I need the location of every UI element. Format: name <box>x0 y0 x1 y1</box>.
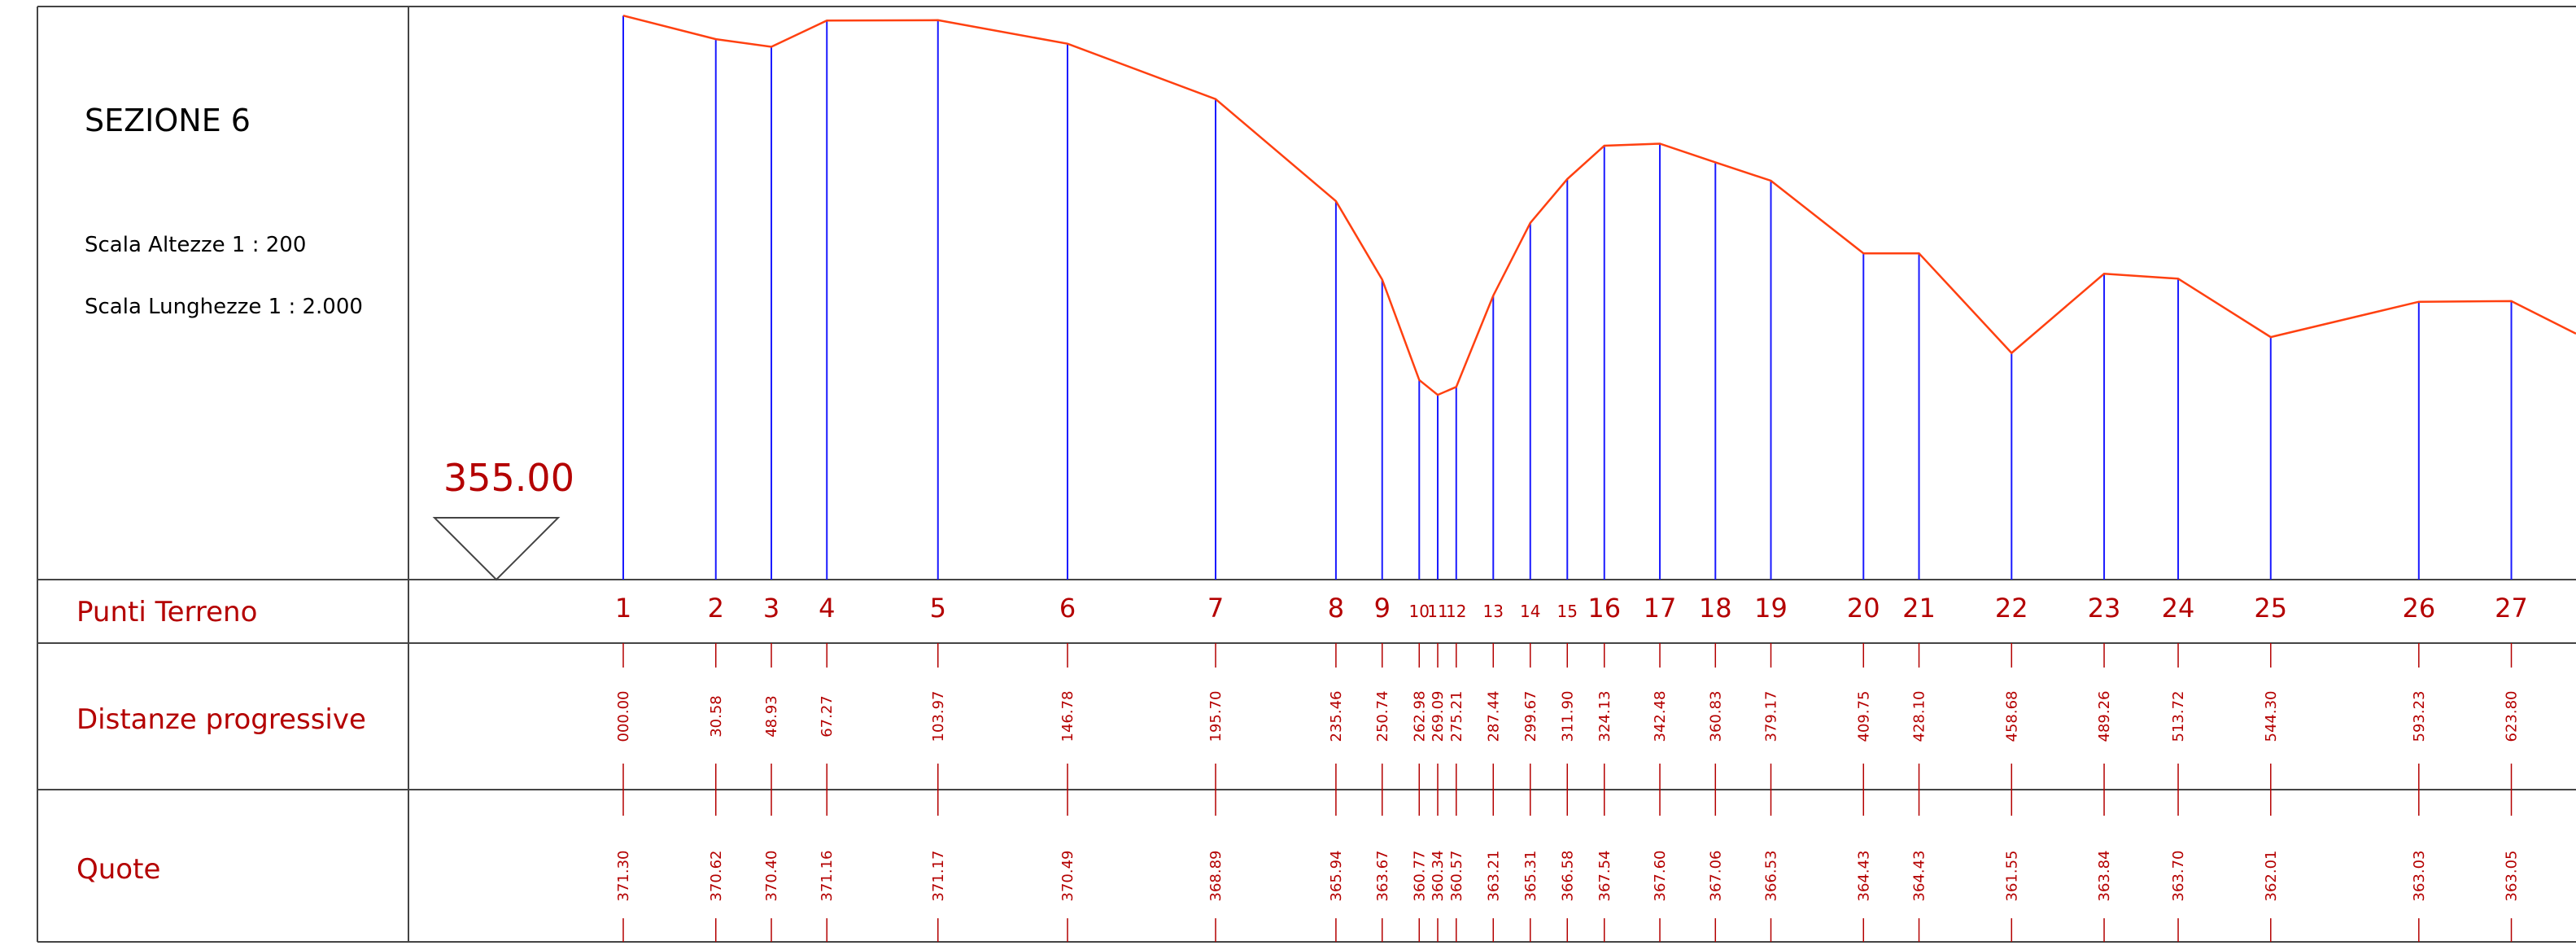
station-verticals <box>622 15 2513 580</box>
point-number-label: 3 <box>763 593 779 624</box>
distance-label: 275.21 <box>1448 691 1465 742</box>
elevation-label: 363.84 <box>2096 851 2113 902</box>
point-number-label: 10 <box>1409 602 1430 621</box>
elevation-label: 364.43 <box>1911 851 1928 902</box>
point-number-label: 22 <box>1995 593 2028 624</box>
elevation-label: 367.60 <box>1652 851 1669 902</box>
elevation-label: 360.57 <box>1448 851 1465 902</box>
point-number-label: 19 <box>1754 593 1788 624</box>
elevation-label: 360.77 <box>1411 851 1428 902</box>
point-number-label: 25 <box>2254 593 2287 624</box>
datum-triangle-marker <box>432 517 561 581</box>
point-number-label: 15 <box>1557 602 1578 621</box>
elevation-label: 367.54 <box>1596 851 1613 902</box>
distance-label: 287.44 <box>1485 691 1502 742</box>
elevations-row-label: Quote <box>76 853 161 886</box>
table-frame <box>37 6 2576 943</box>
distance-label: 250.74 <box>1374 691 1391 742</box>
point-number-label: 5 <box>930 593 946 624</box>
point-number-label: 9 <box>1374 593 1391 624</box>
distance-label: 489.26 <box>2096 691 2113 742</box>
elevation-labels: 371.30 370.62 370.40 371.16 371.17 370.49 368.… <box>615 851 2521 902</box>
distance-label: 379.17 <box>1763 691 1780 742</box>
distance-label: 48.93 <box>763 695 780 738</box>
distance-labels: 000.00 30.58 48.93 67.27 103.97 146.78 195.70 2… <box>615 691 2521 742</box>
ground-profile-line <box>622 14 2576 396</box>
elevation-label: 370.62 <box>708 851 725 902</box>
distance-label: 299.67 <box>1522 691 1539 742</box>
point-number-label: 17 <box>1644 593 1677 624</box>
distance-label: 195.70 <box>1207 691 1225 742</box>
point-number-label: 18 <box>1699 593 1732 624</box>
elevation-label: 364.43 <box>1855 851 1872 902</box>
distance-label: 458.68 <box>2003 691 2020 742</box>
height-scale-label: Scala Altezze 1 : 200 <box>85 233 307 257</box>
elevation-label: 362.01 <box>2263 851 2280 902</box>
elevation-label: 365.94 <box>1328 851 1345 902</box>
point-number-label: 2 <box>708 593 724 624</box>
distance-label: 000.00 <box>615 691 632 742</box>
point-number-label: 4 <box>819 593 835 624</box>
elevation-label: 361.55 <box>2003 851 2020 902</box>
elevation-label: 371.17 <box>930 851 947 902</box>
elevation-label: 368.89 <box>1207 851 1225 902</box>
section-title: SEZIONE 6 <box>85 103 251 138</box>
length-scale-label: Scala Lunghezze 1 : 2.000 <box>85 295 363 319</box>
point-number-label: 1 <box>615 593 631 624</box>
datum-elevation-label: 355.00 <box>443 456 574 500</box>
distance-label: 428.10 <box>1911 691 1928 742</box>
point-number-label: 26 <box>2402 593 2435 624</box>
elevation-label: 370.49 <box>1059 851 1076 902</box>
distance-label: 67.27 <box>819 695 836 738</box>
point-number-label: 27 <box>2495 593 2528 624</box>
row-ticks <box>622 643 2513 942</box>
elevation-label: 363.05 <box>2504 851 2521 902</box>
distance-label: 30.58 <box>708 695 725 738</box>
distance-label: 235.46 <box>1328 691 1345 742</box>
elevation-label: 360.34 <box>1430 851 1447 902</box>
distance-label: 324.13 <box>1596 691 1613 742</box>
point-number-label: 16 <box>1587 593 1621 624</box>
distance-label: 623.80 <box>2504 691 2521 742</box>
points-row-label: Punti Terreno <box>76 596 258 628</box>
distance-label: 311.90 <box>1559 691 1576 742</box>
distances-row-label: Distanze progressive <box>76 703 366 736</box>
elevation-label: 371.30 <box>615 851 632 902</box>
elevation-label: 366.53 <box>1763 851 1780 902</box>
point-number-label: 11 <box>1427 602 1447 621</box>
distance-label: 360.83 <box>1707 691 1724 742</box>
distance-label: 544.30 <box>2263 691 2280 742</box>
elevation-label: 363.21 <box>1485 851 1502 902</box>
distance-label: 269.09 <box>1430 691 1447 742</box>
point-number-label: 20 <box>1847 593 1880 624</box>
elevation-label: 371.16 <box>819 851 836 902</box>
distance-label: 103.97 <box>930 691 947 742</box>
point-number-label: 14 <box>1520 602 1540 621</box>
elevation-label: 363.03 <box>2411 851 2428 902</box>
point-number-label: 8 <box>1328 593 1344 624</box>
point-number-label: 7 <box>1207 593 1224 624</box>
distance-label: 342.48 <box>1652 691 1669 742</box>
elevation-label: 366.58 <box>1559 851 1576 902</box>
distance-label: 262.98 <box>1411 691 1428 742</box>
elevation-label: 363.67 <box>1374 851 1391 902</box>
point-number-label: 13 <box>1483 602 1504 621</box>
distance-label: 593.23 <box>2411 691 2428 742</box>
point-number-label: 12 <box>1446 602 1466 621</box>
distance-label: 409.75 <box>1855 691 1872 742</box>
point-number-label: 23 <box>2088 593 2121 624</box>
elevation-label: 363.70 <box>2170 851 2187 902</box>
elevation-label: 367.06 <box>1707 851 1724 902</box>
distance-label: 146.78 <box>1059 691 1076 742</box>
point-number-label: 21 <box>1902 593 1936 624</box>
distance-label: 513.72 <box>2170 691 2187 742</box>
point-number-label: 6 <box>1059 593 1076 624</box>
elevation-label: 370.40 <box>763 851 780 902</box>
elevation-label: 365.31 <box>1522 851 1539 902</box>
point-number-label: 24 <box>2162 593 2195 624</box>
